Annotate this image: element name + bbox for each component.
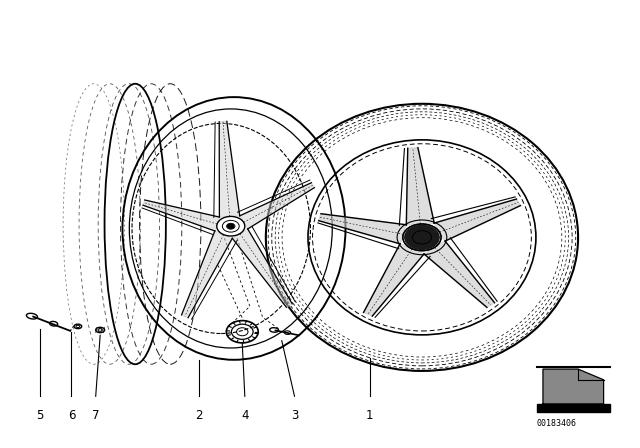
Polygon shape <box>182 231 232 318</box>
Text: 1: 1 <box>366 409 374 422</box>
Text: 4: 4 <box>241 409 248 422</box>
Polygon shape <box>434 199 520 241</box>
Text: 3: 3 <box>291 409 298 422</box>
Polygon shape <box>220 121 240 217</box>
Text: 5: 5 <box>36 409 44 422</box>
Polygon shape <box>319 214 406 244</box>
Text: 7: 7 <box>92 409 99 422</box>
Polygon shape <box>537 404 610 412</box>
Polygon shape <box>406 148 435 225</box>
Polygon shape <box>143 200 220 231</box>
Polygon shape <box>364 244 424 316</box>
Circle shape <box>228 224 234 228</box>
Polygon shape <box>543 369 604 404</box>
Circle shape <box>404 225 439 250</box>
Polygon shape <box>240 183 314 229</box>
Text: 00183406: 00183406 <box>537 419 577 428</box>
Text: 2: 2 <box>195 409 203 422</box>
Polygon shape <box>424 241 495 307</box>
Text: 6: 6 <box>68 409 76 422</box>
Polygon shape <box>232 229 292 307</box>
